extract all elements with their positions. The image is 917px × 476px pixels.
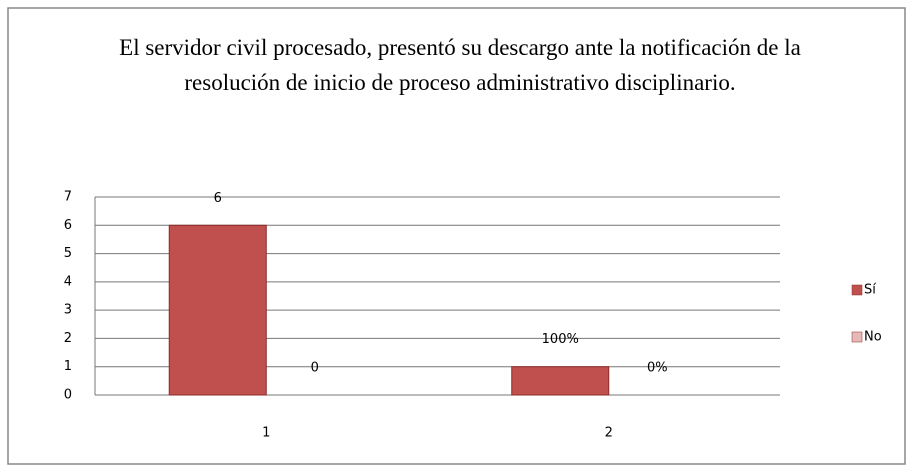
legend-label: No	[864, 330, 882, 345]
bar	[168, 224, 267, 396]
y-tick-label: 5	[64, 246, 72, 261]
legend-swatch	[851, 284, 863, 296]
y-tick-label: 6	[64, 218, 72, 233]
bar	[511, 366, 610, 396]
y-tick-label: 3	[64, 303, 72, 318]
chart-border	[7, 7, 906, 465]
y-tick-label: 7	[64, 190, 72, 205]
chart-title: El servidor civil procesado, presentó su…	[119, 35, 801, 95]
data-label: 6	[214, 191, 222, 206]
y-tick-label: 4	[64, 274, 72, 289]
y-tick-label: 0	[64, 388, 72, 403]
legend-swatch	[851, 331, 863, 343]
x-tick-label: 2	[605, 426, 613, 441]
y-tick-label: 1	[64, 359, 72, 374]
y-tick-label: 2	[64, 331, 72, 346]
data-label: 100%	[542, 332, 579, 347]
data-label: 0	[311, 361, 319, 376]
data-label: 0%	[647, 361, 668, 376]
legend-label: Sí	[864, 283, 876, 298]
x-tick-label: 1	[262, 426, 270, 441]
